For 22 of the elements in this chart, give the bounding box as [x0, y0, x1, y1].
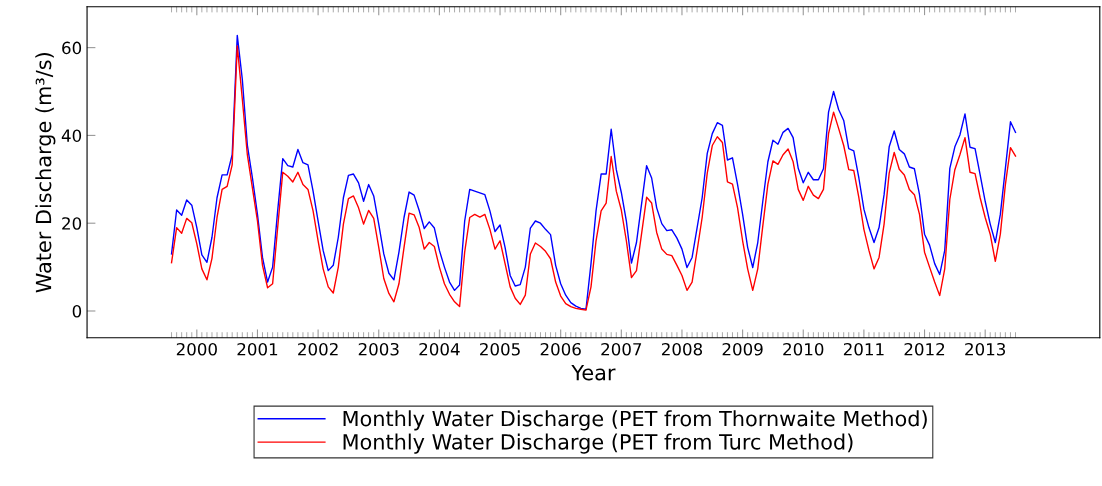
x-tick-label: 2008 [661, 342, 703, 356]
y-tick-label: 0 [72, 304, 82, 318]
legend-label: Monthly Water Discharge (PET from Thornwaite Method) [343, 410, 927, 431]
x-tick-label: 2005 [480, 342, 520, 356]
x-tick-label: 2000 [176, 342, 217, 356]
x-tick-label: 2011 [843, 342, 884, 356]
x-tick-label: 2002 [298, 342, 338, 356]
y-tick-label: 60 [62, 41, 82, 55]
x-tick-label: 2004 [419, 342, 460, 356]
x-tick-label: 2010 [783, 342, 824, 356]
y-tick-label: 40 [61, 129, 82, 142]
x-tick-label: 2009 [722, 342, 763, 356]
x-tick-label: 2013 [965, 342, 1006, 356]
x-tick-label: 2001 [237, 342, 278, 356]
x-tick-label: 2006 [540, 342, 581, 356]
x-axis-title: Year [571, 364, 616, 381]
x-tick-label: 2003 [358, 342, 399, 356]
x-tick-label: 2012 [904, 342, 945, 356]
y-axis-title: Water Discharge (m³/s) [35, 53, 56, 293]
legend-label: Monthly Water Discharge (PET from Turc Method) [343, 433, 853, 454]
x-tick-label: 2007 [601, 342, 642, 356]
y-tick-label: 20 [62, 217, 82, 230]
